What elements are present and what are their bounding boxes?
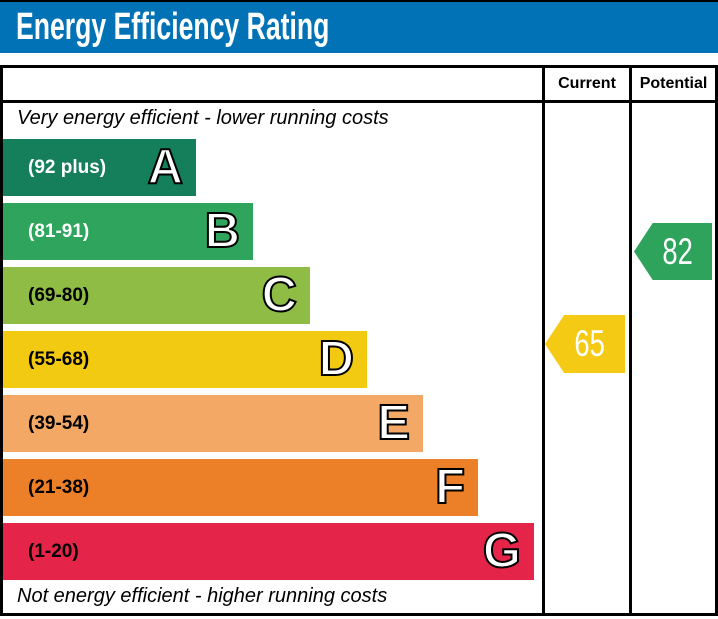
band-letter: D bbox=[318, 331, 355, 387]
band-d: (55-68) D bbox=[3, 331, 367, 388]
current-column-header: Current bbox=[558, 75, 616, 92]
band-f: (21-38) F bbox=[3, 459, 478, 516]
band-range-label: (55-68) bbox=[28, 349, 90, 370]
current-column-divider bbox=[542, 68, 545, 613]
band-letter: G bbox=[482, 523, 522, 579]
band-range-label: (81-91) bbox=[28, 221, 90, 242]
current-rating-arrow: 65 bbox=[545, 315, 625, 373]
current-rating-value: 65 bbox=[574, 323, 606, 364]
band-g: (1-20) G bbox=[3, 523, 534, 580]
band-range-label: (1-20) bbox=[28, 541, 79, 562]
band-c: (69-80) C bbox=[3, 267, 310, 324]
band-letter: C bbox=[261, 267, 298, 323]
potential-column-divider bbox=[629, 68, 632, 613]
rating-table: Current Potential Very energy efficient … bbox=[0, 65, 718, 616]
band-e: (39-54) E bbox=[3, 395, 423, 452]
bottom-note: Not energy efficient - higher running co… bbox=[17, 585, 388, 607]
band-range-label: (69-80) bbox=[28, 285, 90, 306]
band-letter: B bbox=[204, 203, 241, 259]
rating-table-inner: Current Potential Very energy efficient … bbox=[3, 68, 715, 613]
band-letter: E bbox=[376, 395, 411, 451]
band-letter: F bbox=[434, 459, 466, 515]
band-letter: A bbox=[147, 139, 184, 195]
potential-rating-arrow: 82 bbox=[634, 223, 712, 280]
potential-rating-value: 82 bbox=[662, 230, 694, 272]
band-range-label: (39-54) bbox=[28, 413, 90, 434]
top-note: Very energy efficient - lower running co… bbox=[17, 107, 389, 129]
band-range-label: (21-38) bbox=[28, 477, 90, 498]
potential-column-header: Potential bbox=[639, 75, 708, 92]
top-border-line bbox=[0, 0, 718, 2]
title-bar: Energy Efficiency Rating bbox=[0, 2, 718, 53]
table-header-row: Current Potential bbox=[3, 68, 715, 103]
band-range-label: (92 plus) bbox=[28, 157, 107, 178]
band-b: (81-91) B bbox=[3, 203, 253, 260]
band-a: (92 plus) A bbox=[3, 139, 196, 196]
page-title: Energy Efficiency Rating bbox=[16, 6, 330, 48]
